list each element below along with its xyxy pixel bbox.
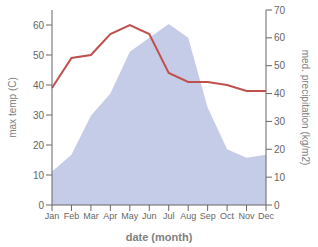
svg-text:10: 10	[274, 172, 286, 183]
svg-text:Jan: Jan	[45, 211, 60, 221]
svg-text:60: 60	[274, 32, 286, 43]
svg-text:Nov: Nov	[239, 211, 256, 221]
svg-text:Sep: Sep	[200, 211, 216, 221]
svg-text:30: 30	[274, 116, 286, 127]
svg-text:Apr: Apr	[103, 211, 117, 221]
svg-text:40: 40	[33, 80, 45, 91]
svg-text:Jul: Jul	[163, 211, 175, 221]
svg-text:70: 70	[274, 5, 286, 16]
svg-text:20: 20	[33, 140, 45, 151]
svg-text:0: 0	[38, 200, 44, 211]
svg-text:Dec: Dec	[258, 211, 275, 221]
svg-text:0: 0	[274, 200, 280, 211]
svg-text:50: 50	[33, 50, 45, 61]
svg-text:20: 20	[274, 144, 286, 155]
svg-text:Mar: Mar	[83, 211, 99, 221]
svg-text:Jun: Jun	[142, 211, 157, 221]
svg-text:60: 60	[33, 20, 45, 31]
svg-text:May: May	[121, 211, 139, 221]
svg-text:40: 40	[274, 88, 286, 99]
svg-text:Oct: Oct	[220, 211, 235, 221]
svg-text:Feb: Feb	[64, 211, 80, 221]
svg-text:50: 50	[274, 60, 286, 71]
svg-text:10: 10	[33, 170, 45, 181]
svg-text:Aug: Aug	[180, 211, 196, 221]
svg-text:date (month): date (month)	[126, 231, 193, 243]
svg-text:med. precipitation (kg/m2): med. precipitation (kg/m2)	[300, 50, 310, 166]
svg-text:30: 30	[33, 110, 45, 121]
svg-text:max temp (C): max temp (C)	[8, 77, 18, 138]
